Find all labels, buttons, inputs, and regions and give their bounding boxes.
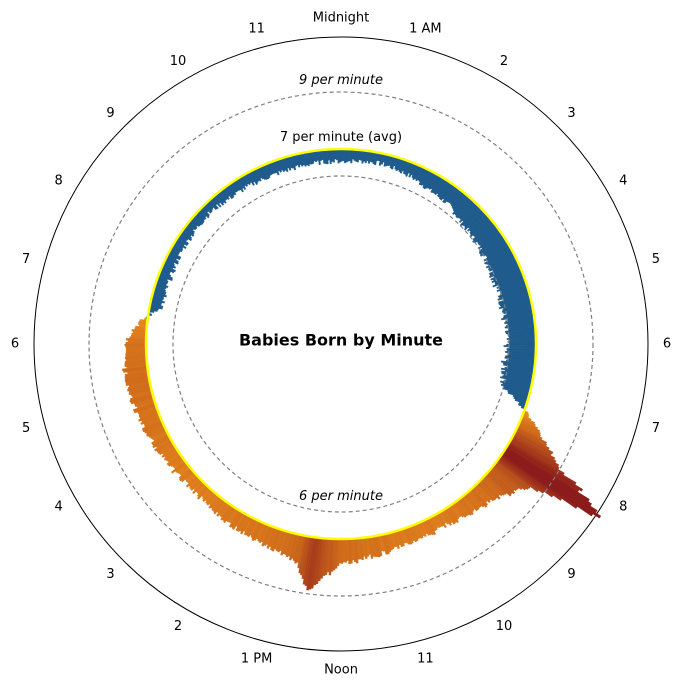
labels-layer: 9 per minute 7 per minute (avg) 6 per minu…: [11, 11, 671, 678]
hour-tick-label: 4: [55, 500, 63, 515]
births-minute-wedge: [509, 342, 537, 345]
hour-tick-label: 8: [619, 500, 627, 515]
hour-tick-label: 7: [22, 252, 30, 267]
outer-ring-layer: [33, 36, 649, 652]
chart-title: Babies Born by Minute: [239, 331, 443, 350]
reference-ring-6: [172, 175, 510, 513]
hour-tick-label: 11: [417, 651, 434, 666]
hour-tick-label: 4: [619, 174, 627, 189]
hour-tick-label: 1 AM: [409, 22, 442, 37]
hour-tick-label: 1 PM: [241, 651, 272, 666]
hour-tick-label: 8: [55, 174, 63, 189]
reference-ring-label: 9 per minute: [299, 73, 383, 88]
reference-ring-label: 7 per minute (avg): [280, 130, 402, 145]
reference-ring-9: [88, 91, 594, 597]
hour-tick-label: 9: [106, 106, 114, 121]
hour-label-noon: Noon: [324, 663, 358, 678]
hour-tick-label: 7: [652, 421, 660, 436]
average-ring: [144, 147, 538, 541]
hour-tick-label: 2: [174, 619, 182, 634]
hour-tick-label: 10: [170, 54, 187, 69]
reference-ring-label: 6 per minute: [299, 489, 383, 504]
hour-tick-label: 5: [22, 421, 30, 436]
hour-tick-label: 11: [248, 22, 265, 37]
births-minute-wedge: [340, 538, 344, 564]
hour-tick-label: 10: [496, 619, 513, 634]
hour-tick-label: 3: [106, 567, 114, 582]
hour-tick-label: 9: [567, 567, 575, 582]
reference-rings-layer: [88, 91, 594, 597]
outer-frame-circle: [33, 36, 649, 652]
births-minute-wedge: [339, 148, 342, 163]
hour-tick-label: 3: [567, 106, 575, 121]
births-minute-wedge: [124, 343, 147, 347]
hour-tick-label: 5: [652, 252, 660, 267]
hour-tick-label: 6: [663, 337, 671, 352]
hour-label-midnight: Midnight: [313, 11, 370, 26]
hour-tick-label: 2: [500, 54, 508, 69]
hour-tick-label: 6: [11, 337, 19, 352]
